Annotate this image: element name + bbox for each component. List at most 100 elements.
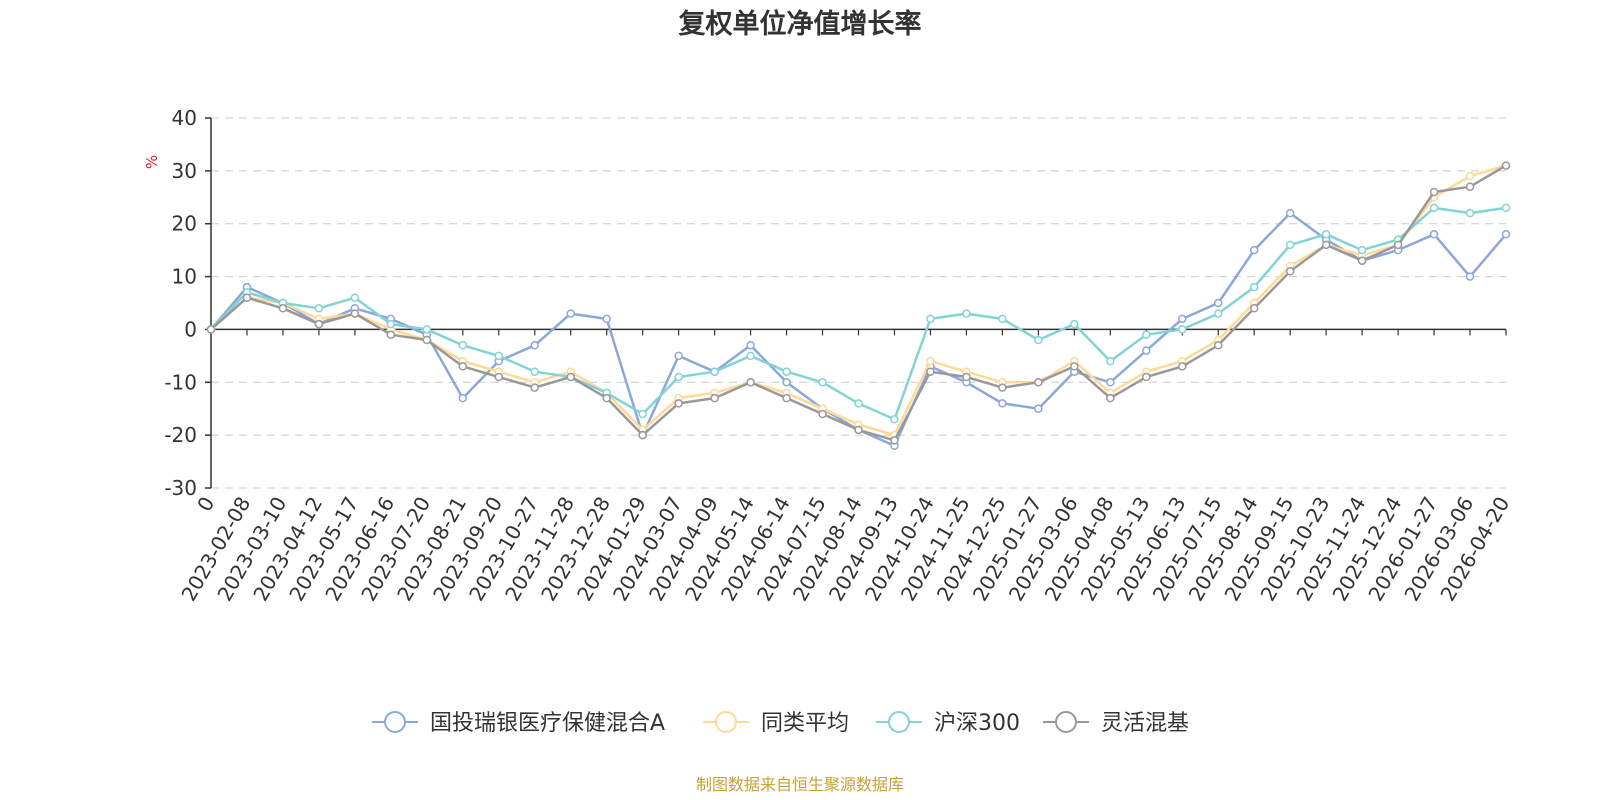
data-point: [1070, 319, 1079, 329]
data-point: [926, 314, 935, 324]
data-point: [1501, 161, 1511, 170]
legend-marker: [715, 711, 737, 733]
data-point: [998, 314, 1007, 324]
y-tick-label: 20: [172, 212, 197, 236]
data-point: [1465, 171, 1475, 181]
y-tick-label: -20: [164, 423, 197, 447]
data-point: [782, 367, 791, 376]
data-point: [1249, 282, 1259, 292]
data-point: [962, 309, 971, 318]
data-point: [314, 319, 324, 329]
data-point: [1034, 404, 1043, 413]
data-point: [1429, 203, 1439, 213]
data-point: [1249, 304, 1259, 313]
data-point: [1106, 393, 1115, 403]
legend-marker: [888, 711, 910, 733]
legend-item[interactable]: 灵活混基: [1043, 711, 1189, 736]
data-point: [998, 383, 1007, 392]
data-point: [314, 304, 324, 313]
data-point: [494, 372, 504, 382]
data-point: [206, 325, 216, 334]
legend-item[interactable]: 沪深300: [876, 711, 1020, 736]
y-tick-label: 30: [172, 159, 197, 183]
data-point: [566, 309, 575, 318]
legend-marker: [384, 711, 406, 733]
data-point: [386, 330, 396, 339]
y-tick-label: 0: [184, 317, 197, 341]
data-point: [746, 351, 755, 361]
legend[interactable]: 国投瑞银医疗保健混合A 同类平均 沪深300 灵活混基: [372, 711, 1189, 736]
legend-item[interactable]: 国投瑞银医疗保健混合A: [372, 711, 665, 736]
y-tick-label: 40: [172, 106, 197, 130]
data-point: [1501, 230, 1511, 239]
data-point: [710, 393, 719, 403]
data-point: [1429, 187, 1439, 197]
data-point: [854, 399, 863, 408]
legend-label: 灵活混基: [1101, 711, 1189, 736]
data-point: [1465, 208, 1475, 218]
data-point: [1321, 240, 1331, 250]
data-point: [530, 367, 539, 376]
series-line: [210, 206, 1507, 421]
legend-label: 沪深300: [934, 711, 1020, 736]
data-point: [530, 383, 539, 392]
data-point: [422, 325, 432, 334]
y-axis-ticks: 40 30 20 10 0 -10 -20 -30: [164, 106, 211, 500]
series-line: [210, 164, 1507, 437]
data-point: [1034, 378, 1043, 387]
data-point: [1429, 230, 1439, 239]
data-point: [458, 341, 468, 350]
legend-marker: [1055, 711, 1077, 733]
data-point: [602, 393, 611, 403]
x-axis-ticks: 02023-02-082023-03-102023-04-122023-05-1…: [176, 329, 1514, 605]
data-point: [242, 293, 252, 302]
x-tick-label: 0: [192, 493, 219, 516]
data-point: [1465, 182, 1475, 191]
data-point: [602, 314, 611, 324]
legend-item[interactable]: 同类平均: [703, 711, 849, 736]
data-point: [962, 372, 971, 382]
data-point: [1465, 272, 1475, 281]
data-point: [926, 356, 935, 366]
data-point: [350, 293, 360, 302]
data-point: [674, 351, 683, 361]
data-point: [638, 409, 647, 419]
data-point: [1285, 208, 1295, 218]
data-point: [1142, 330, 1151, 339]
data-point: [1178, 325, 1187, 334]
data-point: [1106, 378, 1115, 387]
data-point: [674, 399, 683, 408]
data-point: [1285, 267, 1295, 276]
data-point: [782, 378, 791, 387]
data-source-note: 制图数据来自恒生聚源数据库: [696, 775, 904, 794]
series-lines: [206, 161, 1511, 450]
data-point: [926, 367, 935, 376]
data-point: [1249, 245, 1259, 255]
data-point: [1393, 240, 1403, 250]
data-point: [1357, 245, 1367, 255]
data-point: [1106, 356, 1115, 366]
data-point: [422, 335, 432, 345]
data-point: [1285, 240, 1295, 250]
data-point: [854, 425, 863, 435]
data-point: [818, 378, 827, 387]
data-point: [530, 341, 539, 350]
data-point: [746, 341, 755, 350]
grid-lines: [211, 117, 1506, 489]
chart-title: 复权单位净值增长率: [679, 8, 922, 40]
data-point: [710, 367, 719, 376]
data-point: [1178, 314, 1187, 324]
legend-label: 国投瑞银医疗保健混合A: [430, 711, 665, 736]
data-point: [458, 393, 468, 403]
data-point: [1501, 203, 1511, 213]
data-point: [494, 351, 504, 361]
data-point: [566, 372, 575, 382]
y-tick-label: 10: [172, 265, 197, 289]
data-point: [890, 436, 899, 445]
data-point: [278, 304, 288, 313]
data-point: [1070, 362, 1079, 371]
data-point: [1142, 372, 1151, 382]
y-axis-unit: %: [143, 155, 161, 169]
data-point: [350, 309, 360, 318]
